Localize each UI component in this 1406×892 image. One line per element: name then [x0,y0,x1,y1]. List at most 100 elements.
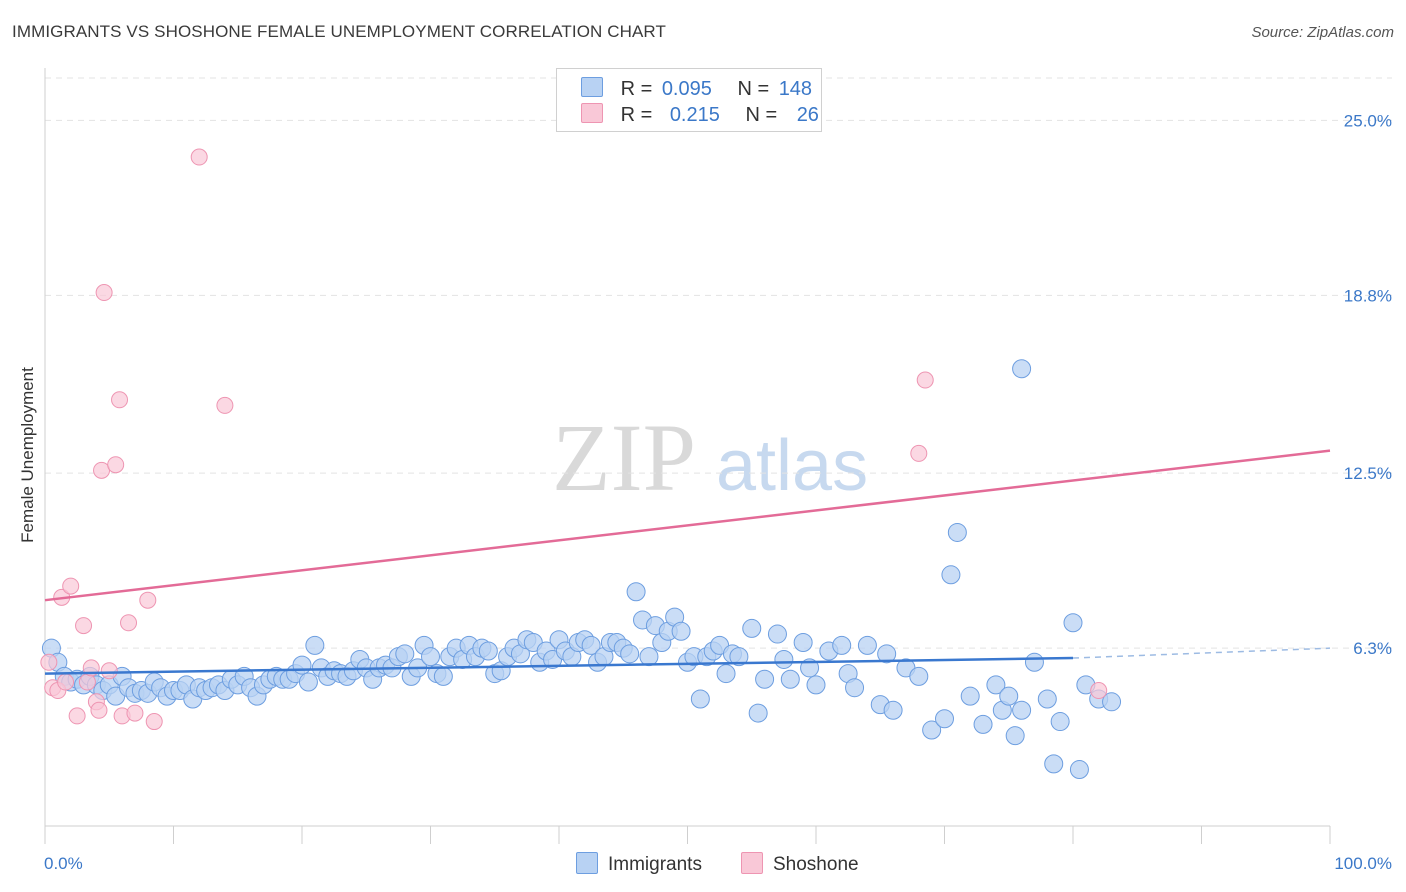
immigrants-point [478,641,498,661]
legend-n-value: 26 [796,104,819,126]
shoshone-point [62,577,80,595]
immigrants-point [909,666,929,686]
legend-n-label: N = [737,78,770,100]
immigrants-point [806,675,826,695]
immigrants-point [780,669,800,689]
immigrants-point [729,647,749,667]
immigrants-point [883,700,903,720]
y-tick-label: 18.8% [1344,286,1392,305]
bottom-legend-shoshone: Shoshone [741,852,859,876]
shoshone-point [90,701,108,719]
shoshone-point [916,371,934,389]
immigrants-point [800,658,820,678]
bottom-legend-swatch-immigrants [576,852,598,874]
immigrants-point [626,582,646,602]
immigrants-point [832,635,852,655]
legend-row-shoshone: R = 0.215 N = 26 [581,103,819,126]
bottom-legend-label: Shoshone [773,854,859,875]
shoshone-point [100,662,118,680]
immigrants-point [671,621,691,641]
immigrants-point [690,689,710,709]
watermark-atlas: atlas [716,426,868,506]
immigrants-point [421,647,440,667]
immigrants-point [395,644,415,664]
immigrants-point [433,666,453,686]
legend-row-immigrants: R = 0.095 N = 148 [581,77,813,100]
shoshone-point [75,617,93,635]
immigrants-point [1050,712,1070,732]
legend-n-label: N = [745,104,778,126]
shoshone-point [139,591,157,609]
immigrants-point [767,624,787,644]
watermark-zip: ZIP [552,404,696,511]
immigrants-point [298,672,318,692]
immigrants-point [620,644,640,664]
shoshone-point [95,284,113,302]
immigrants-point [877,644,897,664]
shoshone-point [57,673,75,691]
shoshone-point [190,148,208,166]
immigrants-trend-line [44,656,1074,675]
shoshone-point [93,461,111,479]
bottom-legend-swatch-shoshone [741,852,763,874]
immigrants-trend-extension [1072,647,1331,659]
y-tick-label: 6.3% [1353,639,1392,658]
legend-r-label: R = [620,104,653,126]
immigrants-point [845,678,865,698]
bottom-legend-immigrants: Immigrants [576,852,702,876]
x-tick-label-end: 100.0% [1334,854,1392,873]
immigrants-point [941,565,961,585]
shoshone-point [1090,682,1108,700]
legend-box: R = 0.095 N = 148 R = 0.215 N = 26 [556,68,822,132]
immigrants-point [755,669,775,689]
shoshone-point [120,614,138,632]
immigrants-point [1012,700,1032,720]
immigrants-point [748,703,768,723]
immigrants-point [581,635,601,655]
shoshone-point [68,707,86,725]
shoshone-point [145,713,163,731]
shoshone-point [216,396,234,414]
shoshone-point [111,391,129,409]
immigrants-point [716,664,736,684]
immigrants-point [1037,689,1057,709]
y-axis-label: Female Unemployment [18,367,37,543]
immigrants-point [774,649,794,669]
immigrants-point [305,635,325,655]
shoshone-point [126,704,144,722]
legend-swatch-immigrants [581,77,603,97]
immigrants-point [922,720,942,740]
legend-r-value: 0.215 [669,104,720,126]
shoshone-point [910,444,928,462]
immigrants-point [960,686,980,706]
shoshone-point [78,673,96,691]
legend-r-label: R = [620,78,653,100]
immigrants-point [1102,692,1122,712]
legend-r-value: 0.095 [661,78,712,100]
immigrants-point [1063,613,1083,633]
legend-n-value: 148 [778,78,813,100]
immigrants-point [1069,760,1089,780]
immigrants-point [639,647,659,667]
x-tick-label-start: 0.0% [44,854,83,873]
source-label: Source: ZipAtlas.com [1251,24,1394,41]
shoshone-point [40,653,58,671]
immigrants-point [973,714,993,734]
immigrants-point [742,618,762,638]
y-tick-label: 12.5% [1344,464,1392,483]
immigrants-point [1024,652,1044,672]
y-tick-label: 25.0% [1344,111,1392,130]
immigrants-point [857,635,877,655]
bottom-legend-label: Immigrants [608,854,702,875]
immigrants-point [986,675,1006,695]
immigrants-point [935,709,954,729]
immigrants-point [999,686,1019,706]
shoshone-point [107,456,125,474]
shoshone-trend-line [44,449,1331,602]
immigrants-point [947,522,967,542]
immigrants-point [793,633,813,653]
immigrants-point [1005,726,1025,746]
chart-title: IMMIGRANTS VS SHOSHONE FEMALE UNEMPLOYME… [12,22,666,41]
legend-swatch-shoshone [581,103,603,123]
